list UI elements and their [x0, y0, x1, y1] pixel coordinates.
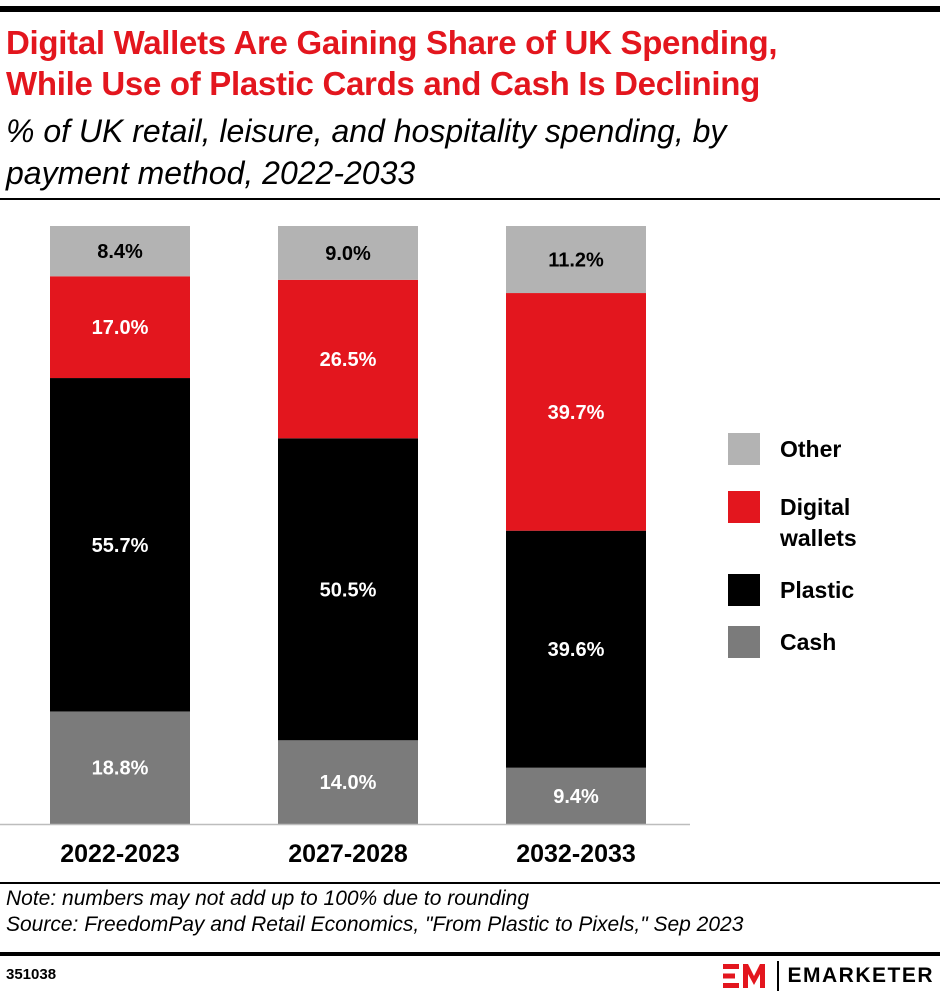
- footnote-rule: [0, 882, 940, 884]
- title-line-2: While Use of Plastic Cards and Cash Is D…: [6, 65, 760, 102]
- chart-subtitle: % of UK retail, leisure, and hospitality…: [6, 110, 926, 194]
- bottom-rule: [0, 952, 940, 956]
- source-text: Source: FreedomPay and Retail Economics,…: [6, 913, 744, 936]
- subtitle-line-2: payment method, 2022-2033: [6, 155, 416, 191]
- legend-label-other: Other: [780, 436, 841, 462]
- brand-name: EMARKETER: [787, 964, 934, 987]
- bar-plastic-2032-2033: [506, 530, 646, 768]
- data-label-digital-wallets-2022-2023: 17.0%: [92, 317, 149, 339]
- brand-logo: EMARKETER: [723, 958, 934, 994]
- data-label-plastic-2022-2023: 55.7%: [92, 535, 149, 557]
- data-label-cash-2027-2028: 14.0%: [320, 772, 377, 794]
- legend-swatch-digital-wallets: [728, 491, 760, 523]
- legend-label-cash: Cash: [780, 629, 836, 655]
- top-rule: [0, 6, 940, 12]
- legend-label-digital-wallets-line-2: wallets: [779, 525, 857, 551]
- data-label-plastic-2027-2028: 50.5%: [320, 579, 377, 601]
- emarketer-logo-icon: [723, 964, 766, 988]
- title-line-1: Digital Wallets Are Gaining Share of UK …: [6, 24, 778, 61]
- legend-swatch-cash: [728, 626, 760, 658]
- legend-label-plastic: Plastic: [780, 577, 854, 603]
- brand-divider: [777, 961, 780, 991]
- bar-digital-wallets-2032-2033: [506, 293, 646, 531]
- bar-cash-2027-2028: [278, 740, 418, 824]
- data-label-plastic-2032-2033: 39.6%: [548, 639, 605, 661]
- subtitle-rule: [0, 198, 940, 200]
- note-text: Note: numbers may not add up to 100% due…: [6, 887, 530, 910]
- data-label-digital-wallets-2027-2028: 26.5%: [320, 349, 377, 371]
- bar-plastic-2022-2023: [50, 378, 190, 712]
- x-tick-label-2027-2028: 2027-2028: [288, 840, 408, 868]
- stacked-bar-chart: 18.8% 55.7% 17.0% 8.4% 2022-2023 14.0% 50.5% 26…: [0, 226, 857, 868]
- chart-id: 351038: [6, 966, 57, 983]
- legend-label-digital-wallets-line-1: Digital: [780, 494, 850, 520]
- x-tick-label-2032-2033: 2032-2033: [516, 840, 636, 868]
- data-label-other-2022-2023: 8.4%: [97, 241, 143, 263]
- data-label-other-2032-2033: 11.2%: [548, 250, 604, 272]
- bar-cash-2022-2023: [50, 711, 190, 824]
- x-tick-label-2022-2023: 2022-2023: [60, 840, 180, 868]
- footnote: Note: numbers may not add up to 100% due…: [6, 886, 926, 938]
- data-label-digital-wallets-2032-2033: 39.7%: [548, 402, 605, 424]
- bar-digital-wallets-2022-2023: [50, 276, 190, 379]
- data-label-cash-2022-2023: 18.8%: [92, 758, 149, 780]
- bar-other-2032-2033: [506, 226, 646, 294]
- data-label-other-2027-2028: 9.0%: [325, 243, 371, 265]
- bar-plastic-2027-2028: [278, 438, 418, 741]
- chart-title: Digital Wallets Are Gaining Share of UK …: [6, 22, 926, 104]
- bar-digital-wallets-2027-2028: [278, 279, 418, 439]
- bar-other-2027-2028: [278, 226, 418, 280]
- data-label-cash-2032-2033: 9.4%: [553, 786, 599, 808]
- bar-other-2022-2023: [50, 226, 190, 277]
- legend-swatch-plastic: [728, 574, 760, 606]
- legend-swatch-other: [728, 433, 760, 465]
- subtitle-line-1: % of UK retail, leisure, and hospitality…: [6, 113, 727, 149]
- bar-cash-2032-2033: [506, 767, 646, 824]
